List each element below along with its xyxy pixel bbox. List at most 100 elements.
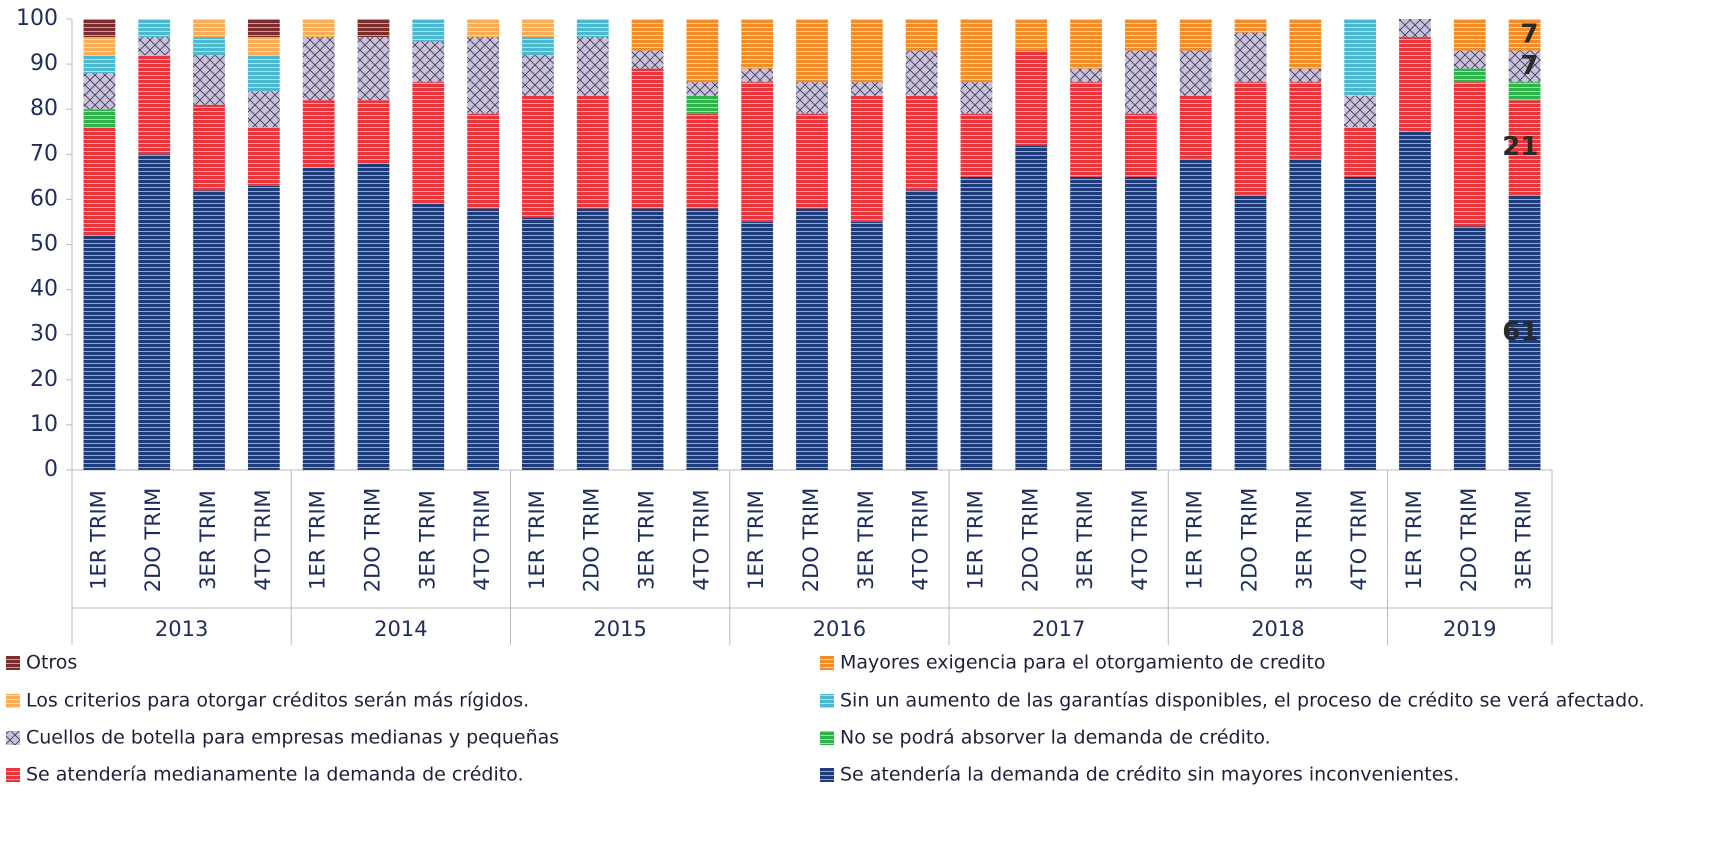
year-label: 2015 — [593, 617, 646, 641]
bar-segment — [1453, 50, 1486, 69]
bar-segment — [1234, 194, 1267, 470]
bar-segment — [576, 95, 609, 209]
bar-segment — [686, 19, 719, 83]
y-tick-label: 30 — [30, 322, 58, 347]
x-tick-label: 2DO TRIM — [141, 488, 165, 592]
bar-segment — [412, 19, 445, 42]
bar-segment — [1344, 127, 1377, 177]
bar-segment — [467, 19, 500, 38]
bar-segment — [522, 95, 554, 218]
bar-segment — [1015, 145, 1048, 470]
bar-segment — [1344, 19, 1377, 96]
bar-segment — [302, 167, 335, 470]
y-tick-label: 0 — [44, 457, 58, 482]
bar-segment — [247, 127, 280, 186]
bar-segment — [193, 104, 225, 191]
data-label: 7 — [1520, 19, 1538, 49]
bar-segment — [1289, 158, 1322, 470]
bar-segment — [850, 19, 883, 83]
bar-segment — [302, 37, 335, 101]
bar-segment — [83, 235, 116, 470]
bar-segment — [1070, 176, 1102, 470]
x-tick-label: 4TO TRIM — [689, 489, 713, 590]
x-tick-label: 2DO TRIM — [1018, 488, 1042, 592]
y-tick-label: 20 — [30, 367, 58, 392]
bar-segment — [1124, 176, 1157, 470]
bar-segment — [138, 55, 171, 155]
bar-segment — [412, 82, 445, 204]
bar-segment — [357, 163, 390, 470]
x-tick-label: 4TO TRIM — [251, 489, 275, 590]
legend-label: Los criterios para otorgar créditos será… — [26, 690, 529, 712]
bar-segment — [1508, 100, 1541, 195]
y-tick-label: 50 — [30, 232, 58, 257]
bar-segment — [83, 55, 116, 74]
bar-segment — [522, 19, 554, 38]
bar-segment — [576, 19, 609, 38]
bar-segment — [1453, 226, 1486, 470]
bar-segment — [1453, 82, 1486, 227]
legend-swatch — [6, 731, 20, 745]
bar-segment — [1508, 82, 1541, 101]
bar-segment — [1124, 113, 1157, 177]
year-label: 2017 — [1032, 617, 1085, 641]
bar-segment — [631, 208, 664, 471]
bar-segment — [850, 82, 883, 96]
bar-segment — [960, 113, 993, 177]
legend-swatch — [820, 694, 834, 708]
bar-segment — [1508, 50, 1541, 83]
bar-segment — [1508, 19, 1541, 51]
x-tick-label: 4TO TRIM — [1347, 489, 1371, 590]
bar-segment — [193, 55, 225, 105]
bar-segment — [412, 41, 445, 83]
y-tick-label: 70 — [30, 141, 58, 166]
x-tick-label: 4TO TRIM — [470, 489, 494, 590]
y-tick-label: 80 — [30, 96, 58, 121]
bar-segment — [1179, 50, 1212, 96]
bar-segment — [1344, 176, 1377, 470]
legend-label: Otros — [26, 652, 77, 674]
x-tick-label: 2DO TRIM — [360, 488, 384, 592]
y-tick-label: 60 — [30, 186, 58, 211]
bar-segment — [138, 154, 171, 471]
bar-segment — [741, 19, 774, 69]
legend-label: Se atendería medianamente la demanda de … — [26, 764, 524, 786]
bar-segment — [741, 82, 774, 222]
bar-segment — [522, 37, 554, 56]
x-tick-label: 1ER TRIM — [525, 490, 549, 590]
bar-segment — [960, 19, 993, 83]
bar-segment — [1399, 19, 1431, 38]
bar-segment — [686, 82, 719, 96]
x-tick-label: 3ER TRIM — [854, 490, 878, 590]
x-tick-label: 1ER TRIM — [306, 490, 330, 590]
bar-segment — [247, 185, 280, 470]
bar-segment — [1399, 131, 1431, 470]
bar-segment — [247, 55, 280, 92]
legend-swatch — [820, 768, 834, 782]
bar-segment — [686, 208, 719, 471]
bar-segment — [905, 190, 938, 470]
bar-segment — [522, 217, 554, 470]
legend-label: Sin un aumento de las garantías disponib… — [840, 690, 1645, 712]
bar-segment — [1289, 82, 1322, 159]
x-tick-label: 3ER TRIM — [1073, 490, 1097, 590]
bar-segment — [467, 37, 500, 114]
bar-segment — [247, 91, 280, 128]
y-tick-label: 100 — [16, 6, 58, 31]
bar-segment — [138, 19, 171, 38]
x-tick-label: 3ER TRIM — [635, 490, 659, 590]
bar-segment — [796, 208, 828, 471]
x-tick-label: 3ER TRIM — [196, 490, 220, 590]
bar-segment — [686, 95, 719, 114]
bar-segment — [1289, 68, 1322, 83]
bar-segment — [83, 19, 116, 38]
x-tick-label: 1ER TRIM — [1402, 490, 1426, 590]
x-tick-label: 3ER TRIM — [415, 490, 439, 590]
bar-segment — [522, 55, 554, 96]
bar-segment — [631, 50, 664, 69]
bar-segment — [741, 221, 774, 470]
bar-segment — [357, 37, 390, 101]
y-tick-label: 10 — [30, 412, 58, 437]
bar-segment — [1234, 32, 1267, 83]
